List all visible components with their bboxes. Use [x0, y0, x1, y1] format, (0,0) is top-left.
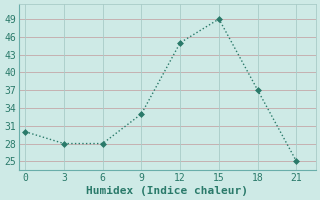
- X-axis label: Humidex (Indice chaleur): Humidex (Indice chaleur): [86, 186, 248, 196]
